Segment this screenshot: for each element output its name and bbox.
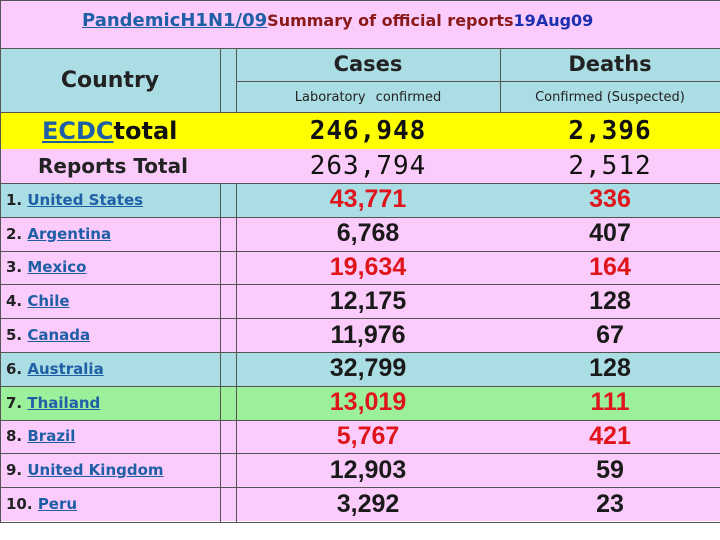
table-row: 7. Thailand 13,019 111 (0, 385, 720, 420)
country-cases: 12,903 (329, 455, 407, 484)
country-rank: 10. (6, 495, 33, 514)
title-text: PandemicH1N1/09Summary of official repor… (82, 10, 593, 31)
country-link[interactable]: Canada (27, 326, 91, 345)
country-deaths: 407 (589, 219, 631, 248)
country-cases: 6,768 (336, 219, 400, 248)
country-label: 5. Canada (0, 326, 90, 344)
country-rank: 2. (6, 224, 23, 243)
deaths-subheader: Confirmed (Suspected) (535, 89, 685, 105)
country-rank: 4. (6, 292, 23, 311)
header-row (0, 48, 720, 112)
table-row: 2. Argentina 6,768 407 (0, 216, 720, 251)
country-label: 10. Peru (0, 495, 77, 513)
country-header: Country (60, 67, 160, 93)
country-rank: 8. (6, 427, 23, 446)
country-rank: 1. (6, 190, 23, 209)
country-link[interactable]: Thailand (27, 393, 101, 412)
country-rank: 9. (6, 461, 23, 480)
country-link[interactable]: Peru (37, 495, 78, 514)
country-deaths: 421 (589, 421, 631, 450)
country-cases: 43,771 (329, 185, 407, 214)
cases-header: Cases (333, 52, 403, 76)
country-link[interactable]: Mexico (27, 258, 87, 277)
country-label: 3. Mexico (0, 258, 87, 276)
country-rank: 7. (6, 393, 23, 412)
ecdc-link[interactable]: ECDC (42, 117, 114, 145)
country-label: 1. United States (0, 191, 143, 209)
country-deaths: 23 (596, 489, 624, 518)
table-row: 6. Australia 32,799 128 (0, 352, 720, 386)
country-deaths: 164 (589, 252, 631, 281)
table-row: 1. United States 43,771 336 (0, 183, 720, 217)
table-row: 8. Brazil 5,767 421 (0, 419, 720, 454)
table-row: 5. Canada 11,976 67 (0, 318, 720, 352)
country-deaths: 128 (589, 354, 631, 383)
table-row: 3. Mexico 19,634 164 (0, 250, 720, 285)
country-label: 4. Chile (0, 292, 70, 310)
table-row: 9. United Kingdom 12,903 59 (0, 453, 720, 488)
ecdc-total-cases: 246,948 (309, 116, 427, 146)
country-rank: 5. (6, 326, 23, 345)
title-bar: PandemicH1N1/09Summary of official repor… (0, 0, 720, 48)
country-cases: 11,976 (330, 320, 406, 349)
table-row: 10. Peru 3,292 23 (0, 487, 720, 521)
country-label: 7. Thailand (0, 394, 100, 412)
country-deaths: 59 (596, 455, 624, 484)
country-label: 8. Brazil (0, 427, 75, 445)
ecdc-total-deaths: 2,396 (568, 116, 652, 146)
country-link[interactable]: Argentina (27, 224, 112, 243)
title-date: 19Aug09 (513, 11, 594, 30)
country-deaths: 336 (589, 185, 631, 214)
title-summary: Summary of official reports (267, 11, 514, 30)
reports-total-label: Reports Total (38, 154, 188, 178)
deaths-header: Deaths (568, 52, 652, 76)
reports-total-deaths: 2,512 (568, 151, 652, 181)
ecdc-total-row: ECDCtotal 246,948 2,396 (0, 113, 720, 149)
country-deaths: 111 (590, 388, 630, 417)
table-row: 4. Chile 12,175 128 (0, 284, 720, 319)
ecdc-total-label: ECDCtotal (42, 117, 178, 145)
country-deaths: 128 (589, 286, 631, 315)
reports-total-cases: 263,794 (309, 151, 427, 181)
country-cases: 5,767 (336, 421, 400, 450)
country-cases: 19,634 (329, 252, 407, 281)
reports-total-row: Reports Total 263,794 2,512 (0, 149, 720, 183)
country-rank: 3. (6, 258, 23, 277)
country-cases: 32,799 (329, 354, 407, 383)
country-label: 6. Australia (0, 360, 104, 378)
country-rank: 6. (6, 359, 23, 378)
country-link[interactable]: Chile (27, 292, 70, 311)
country-cases: 12,175 (329, 286, 407, 315)
country-label: 2. Argentina (0, 225, 111, 243)
title-pandemic-link[interactable]: PandemicH1N1/09 (82, 10, 268, 31)
cases-subheader: Laboratory confirmed (294, 89, 442, 105)
country-deaths: 67 (596, 320, 624, 349)
country-cases: 3,292 (336, 489, 400, 518)
country-link[interactable]: United Kingdom (27, 461, 164, 480)
country-link[interactable]: Brazil (27, 427, 76, 446)
country-label: 9. United Kingdom (0, 461, 164, 479)
country-cases: 13,019 (329, 388, 407, 417)
country-link[interactable]: United States (27, 190, 144, 209)
country-link[interactable]: Australia (27, 359, 104, 378)
